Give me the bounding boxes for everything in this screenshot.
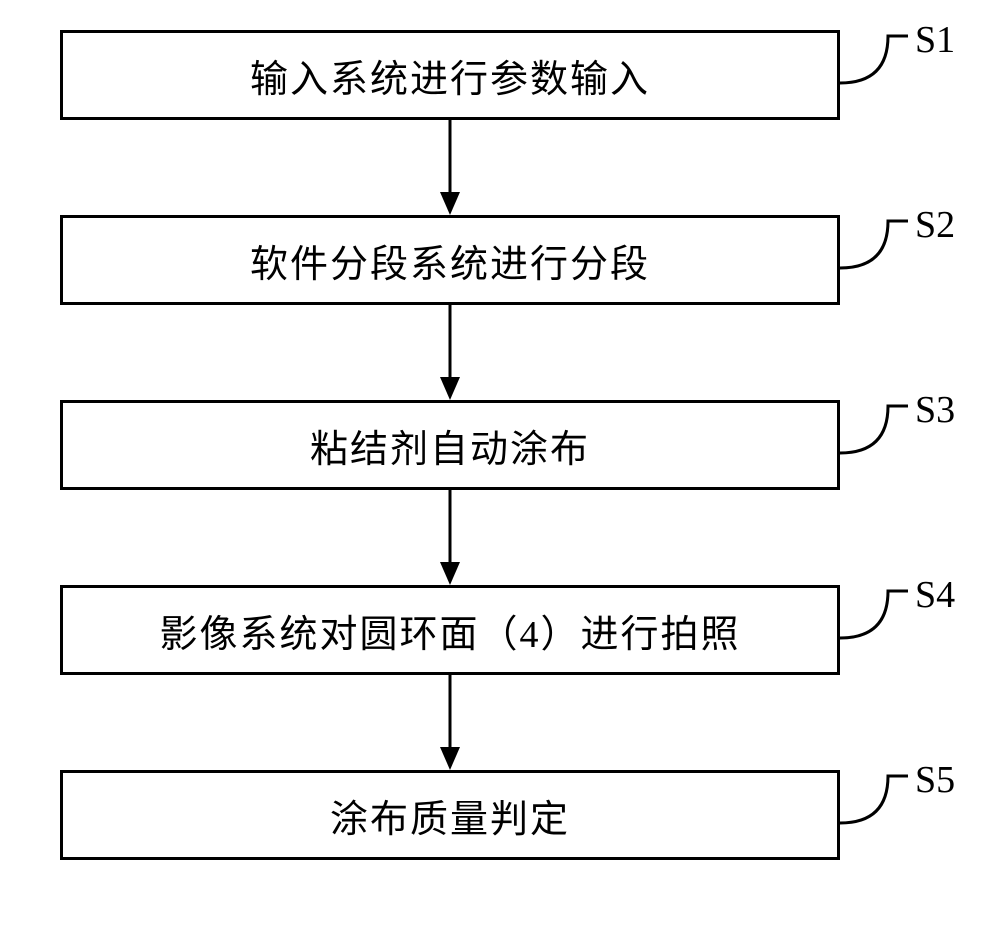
- step-text-2: 软件分段系统进行分段: [250, 233, 650, 288]
- connector-curve-5: [840, 768, 912, 828]
- arrow-1-2: [435, 120, 465, 215]
- connector-curve-2: [840, 213, 912, 273]
- step-text-3: 粘结剂自动涂布: [310, 418, 590, 473]
- step-box-4: 影像系统对圆环面（4）进行拍照: [60, 585, 840, 675]
- connector-curve-3: [840, 398, 912, 458]
- step-label-2: S2: [915, 203, 955, 247]
- step-text-4: 影像系统对圆环面（4）进行拍照: [159, 603, 740, 658]
- step-text-1: 输入系统进行参数输入: [250, 48, 650, 103]
- connector-curve-4: [840, 583, 912, 643]
- arrow-4-5: [435, 675, 465, 770]
- flowchart-container: 输入系统进行参数输入 S1 软件分段系统进行分段 S2 粘结剂自动涂布 S3 影…: [0, 0, 1000, 934]
- step-box-1: 输入系统进行参数输入: [60, 30, 840, 120]
- step-box-5: 涂布质量判定: [60, 770, 840, 860]
- arrow-3-4: [435, 490, 465, 585]
- step-box-3: 粘结剂自动涂布: [60, 400, 840, 490]
- step-label-1: S1: [915, 18, 955, 62]
- connector-curve-1: [840, 28, 912, 88]
- step-box-2: 软件分段系统进行分段: [60, 215, 840, 305]
- arrow-2-3: [435, 305, 465, 400]
- step-label-4: S4: [915, 573, 955, 617]
- step-text-5: 涂布质量判定: [330, 788, 570, 843]
- step-label-3: S3: [915, 388, 955, 432]
- step-label-5: S5: [915, 758, 955, 802]
